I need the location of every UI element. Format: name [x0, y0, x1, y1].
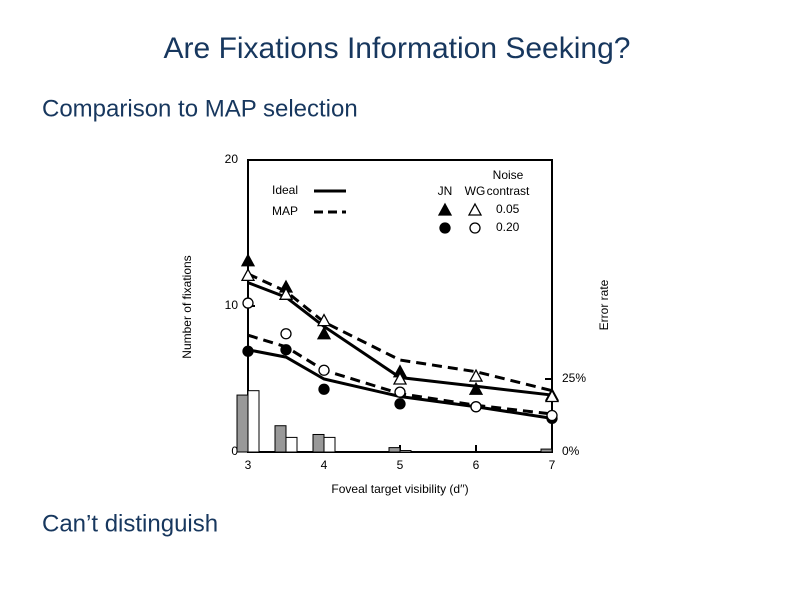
data-point [546, 409, 558, 422]
data-point [544, 389, 560, 403]
data-point [242, 345, 254, 357]
legend-title: Noise [493, 168, 524, 182]
x-tick-label: 4 [321, 458, 328, 472]
legend-label: MAP [272, 204, 298, 218]
error-bar [312, 433, 325, 453]
legend-group: WG [465, 184, 486, 198]
legend-label: Ideal [272, 183, 298, 197]
legend-symbol [467, 202, 483, 216]
data-point [468, 368, 484, 382]
data-point [240, 253, 256, 267]
model-line [247, 281, 553, 397]
x-tick-label: 6 [473, 458, 480, 472]
data-point [394, 398, 406, 410]
legend-symbol [439, 222, 451, 234]
y2-axis-label: Error rate [597, 279, 611, 330]
slide-title: Are Fixations Information Seeking? [164, 32, 631, 65]
error-bar [388, 447, 401, 453]
error-bar [236, 394, 249, 453]
y2-tick-label: 0% [562, 444, 580, 458]
error-bar [274, 425, 287, 453]
data-point [240, 267, 256, 281]
y-axis-label: Number of fixations [180, 255, 194, 358]
data-point [468, 381, 484, 395]
legend-symbol [437, 202, 453, 216]
model-line [247, 333, 553, 416]
data-point [242, 297, 254, 309]
x-tick-label: 5 [397, 458, 404, 472]
slide-caption: Can’t distinguish [42, 510, 218, 537]
data-point [316, 313, 332, 327]
legend-symbol [469, 222, 481, 234]
data-point [318, 364, 330, 376]
x-axis-label: Foveal target visibility (d′′) [331, 482, 468, 496]
x-tick-label: 3 [245, 458, 252, 472]
legend-group: JN [438, 184, 453, 198]
data-point [392, 371, 408, 385]
error-bar [540, 448, 553, 453]
data-point [278, 286, 294, 300]
y-tick-label: 20 [225, 152, 239, 166]
data-point [470, 401, 482, 413]
slide-subtitle: Comparison to MAP selection [42, 95, 358, 122]
model-line [247, 272, 553, 393]
data-point [394, 386, 406, 398]
legend-label: 0.20 [496, 220, 520, 234]
model-line [247, 348, 553, 420]
error-bar [285, 436, 298, 453]
x-tick-label: 7 [549, 458, 556, 472]
y-tick-label: 10 [225, 298, 239, 312]
error-bar [399, 450, 412, 453]
error-bar [247, 390, 260, 453]
data-point [316, 326, 332, 340]
legend-label: 0.05 [496, 202, 520, 216]
y2-tick-label: 25% [562, 371, 586, 385]
data-point [318, 383, 330, 395]
data-point [280, 344, 292, 356]
data-point [280, 328, 292, 340]
legend-title: contrast [487, 184, 530, 198]
y-tick-label: 0 [231, 444, 238, 458]
error-bar [323, 436, 336, 453]
